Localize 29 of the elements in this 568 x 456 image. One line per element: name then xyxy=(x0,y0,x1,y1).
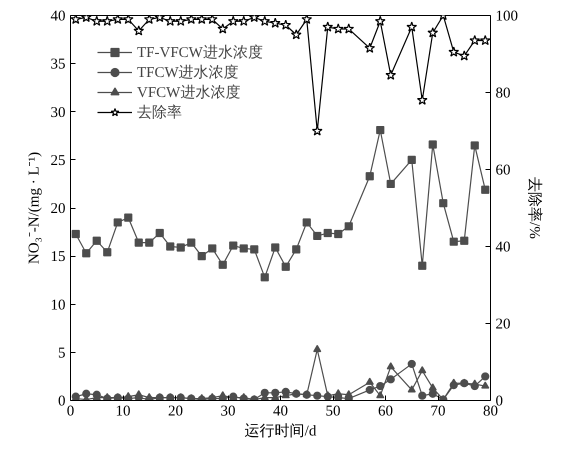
x-tick-label: 20 xyxy=(168,404,183,420)
x-tick-label: 80 xyxy=(483,404,498,420)
legend-label: VFCW进水浓度 xyxy=(137,83,240,102)
y-axis-title: NO₃⁻-N/(mg · L⁻¹) xyxy=(26,152,42,264)
y-tick-label: 20 xyxy=(50,201,66,217)
x-tick-label: 30 xyxy=(220,404,236,420)
y2-axis-title: 去除率/% xyxy=(526,177,543,239)
y2-tick-label: 40 xyxy=(496,240,510,256)
x-tick-label: 10 xyxy=(116,404,130,420)
y-tick-label: 25 xyxy=(50,152,66,169)
x-tick-label: 60 xyxy=(378,404,393,420)
y-tick-label: 40 xyxy=(50,8,66,24)
legend-label: TF-VFCW进水浓度 xyxy=(137,43,263,62)
y-tick-label: 30 xyxy=(50,104,66,121)
legend-label: TFCW进水浓度 xyxy=(137,63,239,82)
legend-label: 去除率 xyxy=(137,103,182,122)
y-tick-label: 15 xyxy=(50,249,66,266)
x-axis-title: 运行时间/d xyxy=(244,422,317,440)
y2-tick-label: 100 xyxy=(496,8,518,24)
y-tick-label: 0 xyxy=(58,394,66,410)
y-tick-label: 5 xyxy=(58,345,66,362)
y2-tick-label: 80 xyxy=(496,86,510,102)
x-tick-label: 50 xyxy=(326,404,340,420)
y2-tick-label: 60 xyxy=(496,162,510,178)
y-tick-label: 35 xyxy=(50,56,66,73)
x-tick-label: 70 xyxy=(430,404,446,420)
x-tick-label: 40 xyxy=(273,404,288,420)
y-tick-label: 10 xyxy=(50,297,66,314)
y2-tick-label: 20 xyxy=(496,316,510,332)
